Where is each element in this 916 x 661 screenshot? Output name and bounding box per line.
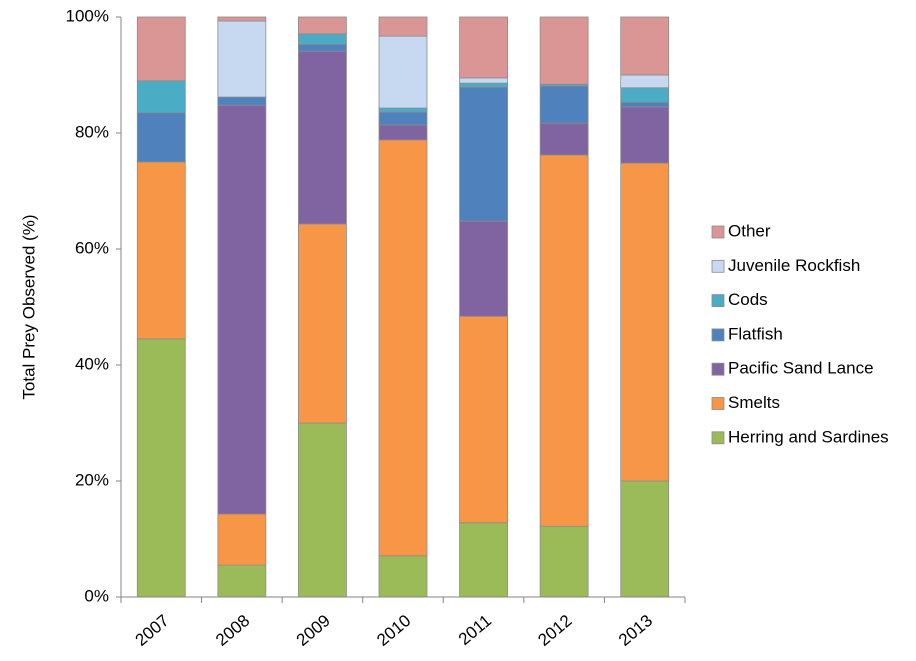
bar-segment [459,82,508,88]
bar-segment [620,106,670,164]
bar-segment [539,85,589,124]
legend-swatch [711,362,725,376]
bar-segment [378,139,428,557]
bar-segment [620,162,670,482]
x-tick-label: 2011 [455,611,495,649]
bar-segment [136,338,186,598]
bar-segment [459,86,508,222]
y-tick-label: 40% [75,354,109,373]
bar-segment [539,122,589,156]
bar-segment [217,513,267,566]
x-tick-label: 2007 [132,611,173,650]
bar-segment [378,16,428,37]
bar-segment [459,16,508,79]
bar-segment [459,315,508,524]
bar-segment [136,112,186,163]
bar-segment [378,107,428,113]
bar-segment [459,220,508,317]
bar-segment [298,16,347,35]
y-tick-label: 20% [75,470,109,489]
y-tick-label: 100% [66,6,109,25]
legend-label: Pacific Sand Lance [728,359,874,378]
bar-segment [217,20,267,98]
legend-swatch [711,431,725,445]
bar-segment [378,35,428,109]
x-tick-label: 2010 [373,611,414,650]
bar-segment [136,161,186,340]
y-tick-label: 80% [75,122,109,141]
legend-label: Smelts [728,393,780,412]
legend-swatch [711,225,725,239]
bar-segment [217,96,267,106]
bar-segment [136,16,186,82]
bar-segment [539,154,589,527]
x-tick-label: 2008 [212,611,253,650]
bar-segment [620,74,670,89]
legend-swatch [711,397,725,410]
bar-segment [298,33,347,45]
legend-label: Herring and Sardines [728,427,889,446]
bar-segment [620,16,670,76]
bar-segment [378,124,428,141]
y-tick-label: 0% [84,586,109,605]
bar-segment [298,43,347,52]
bar-segment [298,223,347,424]
bar-segment [539,525,589,598]
bar-segment [620,87,670,103]
bar-segment [217,16,267,22]
x-tick-label: 2012 [534,611,575,650]
bar-segment [136,80,186,114]
bar-segment [620,101,670,108]
legend-swatch [711,294,725,308]
bar-segment [298,50,347,225]
x-tick-label: 2009 [293,611,334,650]
legend-swatch [711,259,725,273]
legend-swatch [711,328,725,342]
y-axis-label: Total Prey Observed (%) [19,214,38,399]
legend-label: Cods [728,290,768,309]
x-tick-label: 2013 [615,611,656,650]
bar-segment [620,480,670,598]
legend-label: Other [728,221,771,240]
bar-segment [298,422,347,598]
legend-label: Flatfish [728,324,783,343]
y-tick-label: 60% [75,238,109,257]
bar-segment [217,104,267,515]
legend-label: Juvenile Rockfish [728,256,860,275]
bar-segment [539,16,589,85]
bar-segment [459,522,508,598]
bar-segment [378,111,428,126]
bar-segment [217,564,267,598]
bar-segment [378,555,428,598]
bar-segment [459,77,508,84]
